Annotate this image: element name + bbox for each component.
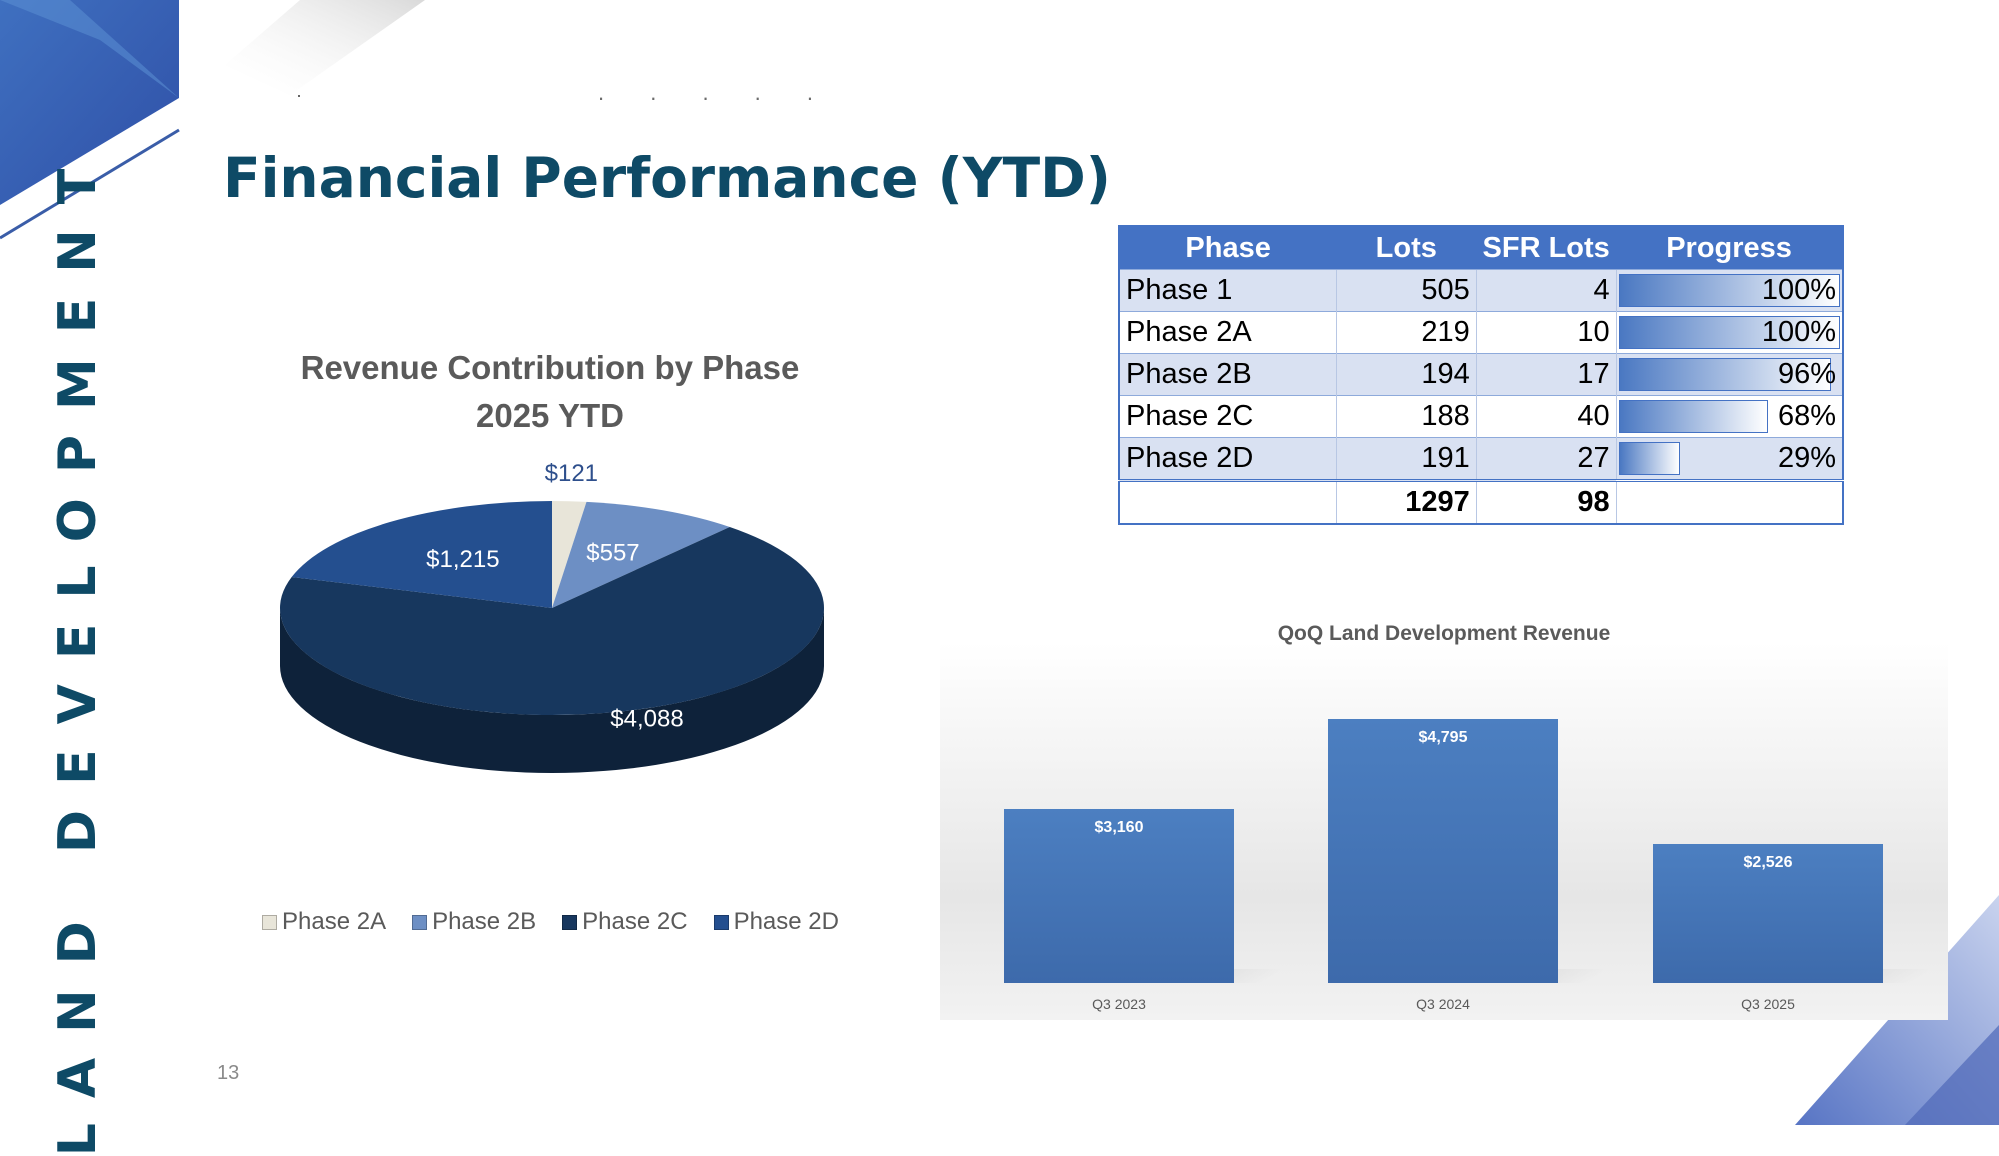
corner-shape-blue xyxy=(0,0,179,205)
progress-value: 100% xyxy=(1761,274,1836,306)
progress-value: 100% xyxy=(1761,316,1836,348)
progress-databar xyxy=(1618,400,1768,433)
progress-databar xyxy=(1618,358,1831,391)
bar-data-label: $4,795 xyxy=(1418,729,1468,747)
cell-sfr-lots: 27 xyxy=(1475,437,1617,481)
bar-chart: QoQ Land Development Revenue $3,160 Q3 20… xyxy=(940,610,1948,1020)
cell-progress: 29% xyxy=(1615,437,1843,481)
total-progress xyxy=(1615,479,1843,524)
total-sfr-lots: 98 xyxy=(1475,479,1617,524)
progress-value: 29% xyxy=(1777,442,1836,474)
cell-lots: 219 xyxy=(1335,311,1477,354)
pie-chart-svg: $121 $557 $4,088 $1,215 xyxy=(280,460,825,773)
cell-progress: 96% xyxy=(1615,353,1843,396)
pie-slice xyxy=(291,501,552,608)
progress-databar xyxy=(1618,274,1840,307)
cell-sfr-lots: 4 xyxy=(1475,269,1617,312)
cell-lots: 188 xyxy=(1335,395,1477,438)
corner-accent-line xyxy=(0,128,180,240)
pie-slice xyxy=(280,527,825,715)
pie-chart-title-main: Revenue Contribution by Phase xyxy=(300,349,800,386)
cell-phase: Phase 2C xyxy=(1119,395,1337,438)
legend-item: Phase 2D xyxy=(713,908,839,936)
pie-slice xyxy=(552,501,587,608)
page-number: 13 xyxy=(217,1062,240,1084)
pie-slice xyxy=(552,501,730,608)
corner-shape-grey xyxy=(225,0,425,95)
table-header-row: Phase Lots SFR Lots Progress xyxy=(1119,226,1843,270)
total-lots: 1297 xyxy=(1335,479,1477,524)
total-label xyxy=(1119,479,1337,524)
table-total-row: 1297 98 xyxy=(1119,479,1843,524)
progress-value: 68% xyxy=(1777,400,1836,432)
legend-item: Phase 2B xyxy=(412,908,536,936)
legend-swatch xyxy=(562,914,578,930)
header-progress: Progress xyxy=(1616,226,1843,270)
bar-chart-title: QoQ Land Development Revenue xyxy=(1277,622,1611,645)
legend-label: Phase 2C xyxy=(582,908,688,935)
cell-lots: 194 xyxy=(1335,353,1477,396)
corner-shape-highlight xyxy=(0,0,179,98)
pie-data-label: $1,215 xyxy=(426,546,499,573)
section-vertical-title: LAND DEVELOPMENT xyxy=(48,143,108,1156)
table-row: Phase 2B 194 17 96% xyxy=(1119,353,1843,396)
bottom-right-shape-dark xyxy=(1905,1025,1999,1125)
legend-swatch xyxy=(713,914,729,930)
cell-phase: Phase 2B xyxy=(1119,353,1337,396)
cell-lots: 505 xyxy=(1335,269,1477,312)
cell-progress: 100% xyxy=(1615,311,1843,354)
table-row: Phase 2D 191 27 29% xyxy=(1119,437,1843,481)
bar-category-label: Q3 2024 xyxy=(1416,996,1470,1012)
legend-label: Phase 2B xyxy=(432,908,537,935)
cell-progress: 100% xyxy=(1615,269,1843,312)
pie-chart-title: Revenue Contribution by Phase 2025 YTD xyxy=(250,344,850,440)
progress-value: 96% xyxy=(1777,358,1836,390)
pie-data-label: $121 xyxy=(545,460,598,487)
bar-category-label: Q3 2023 xyxy=(1092,996,1146,1012)
cell-sfr-lots: 17 xyxy=(1475,353,1617,396)
decorative-dot xyxy=(298,95,300,97)
pie-data-label: $557 xyxy=(586,540,639,567)
bar-category-label: Q3 2025 xyxy=(1741,996,1795,1012)
pie-chart-legend: Phase 2A Phase 2B Phase 2C Phase 2D xyxy=(262,908,839,936)
bar xyxy=(1653,844,1883,983)
pie-chart: $121 $557 $4,088 $1,215 xyxy=(240,460,860,860)
bar xyxy=(1328,719,1558,983)
header-phase: Phase xyxy=(1119,226,1337,270)
phase-table: Phase Lots SFR Lots Progress Phase 1 505… xyxy=(1118,225,1844,525)
bar-data-label: $3,160 xyxy=(1094,819,1144,837)
progress-databar xyxy=(1618,316,1840,349)
legend-item: Phase 2A xyxy=(262,908,386,936)
legend-swatch xyxy=(412,914,428,930)
legend-label: Phase 2D xyxy=(733,908,839,935)
cell-progress: 68% xyxy=(1615,395,1843,438)
table-row: Phase 2C 188 40 68% xyxy=(1119,395,1843,438)
legend-swatch xyxy=(262,914,277,930)
pie-chart-subtitle: 2025 YTD xyxy=(476,397,624,434)
table-row: Phase 2A 219 10 100% xyxy=(1119,311,1843,354)
page-title: Financial Performance (YTD) xyxy=(223,146,1111,210)
header-lots: Lots xyxy=(1336,226,1477,270)
bar-data-label: $2,526 xyxy=(1743,854,1793,872)
pie-slice-side xyxy=(280,608,824,773)
pie-data-label: $4,088 xyxy=(610,705,683,732)
progress-databar xyxy=(1618,442,1680,475)
decorative-dots: . . . . . xyxy=(598,80,834,105)
cell-phase: Phase 2D xyxy=(1119,437,1337,481)
table-row: Phase 1 505 4 100% xyxy=(1119,269,1843,312)
legend-item: Phase 2C xyxy=(562,908,688,936)
cell-phase: Phase 2A xyxy=(1119,311,1337,354)
cell-phase: Phase 1 xyxy=(1119,269,1337,312)
legend-label: Phase 2A xyxy=(282,908,387,935)
cell-lots: 191 xyxy=(1335,437,1477,481)
cell-sfr-lots: 10 xyxy=(1475,311,1617,354)
cell-sfr-lots: 40 xyxy=(1475,395,1617,438)
header-sfr-lots: SFR Lots xyxy=(1476,226,1617,270)
bar xyxy=(1004,809,1234,983)
